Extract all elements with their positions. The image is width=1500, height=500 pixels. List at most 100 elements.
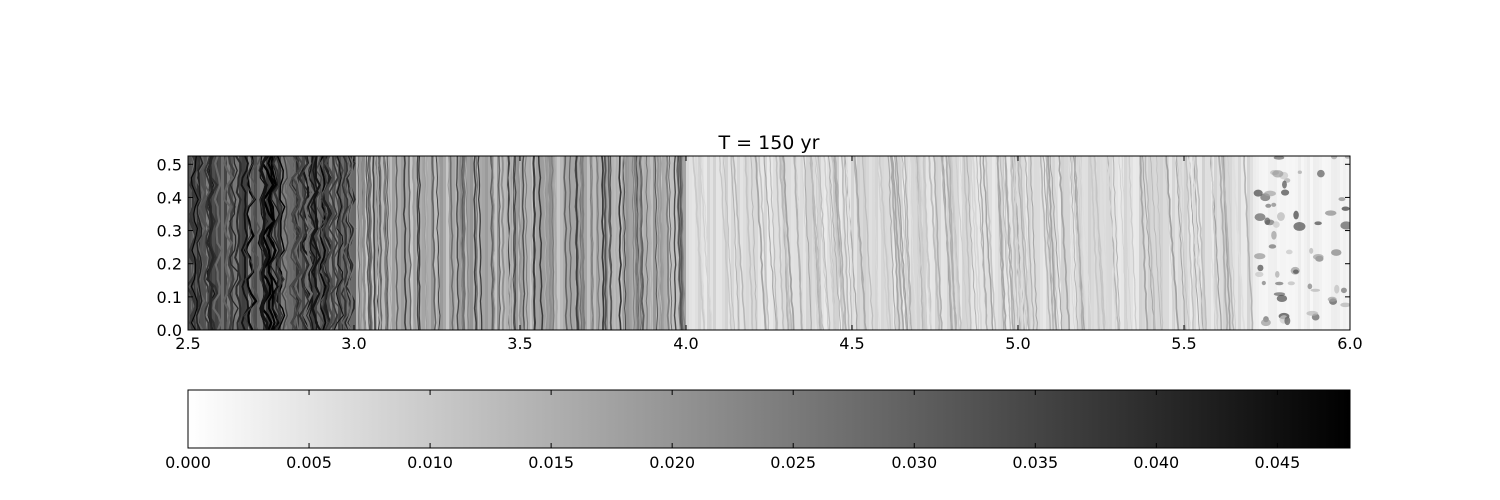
colorbar-tick-label: 0.045 [1254, 453, 1300, 472]
heatmap-band [947, 156, 951, 330]
heatmap-filament [622, 156, 627, 330]
heatmap-filament [365, 156, 371, 330]
heatmap-filament [492, 156, 496, 330]
heatmap-band [734, 156, 738, 330]
heatmap-clump [1314, 221, 1322, 226]
heatmap-filament [1118, 156, 1128, 330]
heatmap-clump [1264, 217, 1271, 225]
heatmap-band [701, 156, 705, 330]
heatmap-filament [465, 156, 470, 330]
heatmap-filament [376, 156, 382, 330]
heatmap-band [476, 156, 480, 330]
heatmap-band [1139, 156, 1143, 330]
heatmap-filament [744, 156, 754, 330]
heatmap-filament [395, 156, 399, 330]
heatmap-band [758, 156, 762, 330]
heatmap-clump [1272, 221, 1280, 228]
heatmap-band [746, 156, 750, 330]
heatmap-filament [854, 156, 867, 330]
heatmap-band [506, 156, 510, 330]
heatmap-band [1202, 156, 1206, 330]
heatmap-filament [639, 156, 643, 330]
heatmap-filament [438, 156, 444, 330]
heatmap-band [431, 156, 435, 330]
heatmap-filament [840, 156, 850, 330]
heatmap-band [1238, 156, 1242, 330]
heatmap-band [203, 156, 207, 330]
heatmap-band [254, 156, 258, 330]
heatmap-filament [763, 156, 777, 330]
heatmap-clump [1309, 247, 1314, 254]
heatmap-clump [1260, 318, 1271, 327]
heatmap-filament [575, 156, 579, 330]
heatmap-band [620, 156, 624, 330]
heatmap-filament [775, 156, 785, 330]
heatmap-band [908, 156, 912, 330]
heatmap-filament [548, 156, 553, 330]
x-tick-label: 6.0 [1337, 334, 1362, 353]
heatmap-band [833, 156, 837, 330]
heatmap-filament [447, 156, 452, 330]
heatmap-filament [803, 156, 812, 330]
heatmap-band [827, 156, 831, 330]
heatmap-band [224, 156, 228, 330]
heatmap-band [971, 156, 975, 330]
heatmap-filament [473, 156, 477, 330]
heatmap-filament [580, 156, 583, 330]
heatmap-band [1133, 156, 1137, 330]
heatmap-filament [477, 156, 483, 330]
heatmap-band [959, 156, 963, 330]
heatmap-filament [281, 156, 289, 330]
heatmap-band [356, 156, 360, 330]
heatmap-band [374, 156, 378, 330]
heatmap-filament [1093, 156, 1105, 330]
heatmap-filament [814, 156, 823, 330]
heatmap-band [1211, 156, 1215, 330]
heatmap-filament [1210, 156, 1219, 330]
heatmap-filament [694, 156, 706, 330]
heatmap-filament [996, 156, 1007, 330]
heatmap-band [389, 156, 393, 330]
heatmap-band [302, 156, 306, 330]
heatmap-filament [966, 156, 978, 330]
heatmap-filament [668, 156, 673, 330]
heatmap-clump [1317, 169, 1325, 178]
heatmap-filament [917, 156, 928, 330]
heatmap-band [1322, 156, 1326, 330]
heatmap-filament [550, 156, 555, 330]
heatmap-band [713, 156, 717, 330]
heatmap-filament [552, 156, 558, 330]
heatmap-band [773, 156, 777, 330]
heatmap-filament [543, 156, 547, 330]
heatmap-band [398, 156, 402, 330]
heatmap-band [1208, 156, 1212, 330]
colorbar-tick-label: 0.010 [407, 453, 453, 472]
heatmap-filament [1155, 156, 1164, 330]
heatmap-clump [1271, 230, 1277, 240]
heatmap-band [1034, 156, 1038, 330]
heatmap-band [1295, 156, 1299, 330]
heatmap-filament [878, 156, 892, 330]
heatmap-filament [1100, 156, 1110, 330]
heatmap-band [632, 156, 636, 330]
heatmap-filament [654, 156, 658, 330]
heatmap-band [569, 156, 573, 330]
heatmap-band [251, 156, 255, 330]
heatmap-band [965, 156, 969, 330]
heatmap-filament [1047, 156, 1058, 330]
heatmap-filament [903, 156, 913, 330]
heatmap-clump [1307, 283, 1313, 290]
heatmap-band [689, 156, 693, 330]
heatmap-band [917, 156, 921, 330]
heatmap-band [779, 156, 783, 330]
heatmap-band [998, 156, 1002, 330]
heatmap-filament [809, 156, 819, 330]
heatmap-band [638, 156, 642, 330]
heatmap-filament [521, 156, 526, 330]
heatmap-filament [321, 156, 329, 330]
heatmap-band [599, 156, 603, 330]
heatmap-band [719, 156, 723, 330]
heatmap-filament [269, 156, 281, 330]
heatmap-band [386, 156, 390, 330]
heatmap-band [1337, 156, 1341, 330]
